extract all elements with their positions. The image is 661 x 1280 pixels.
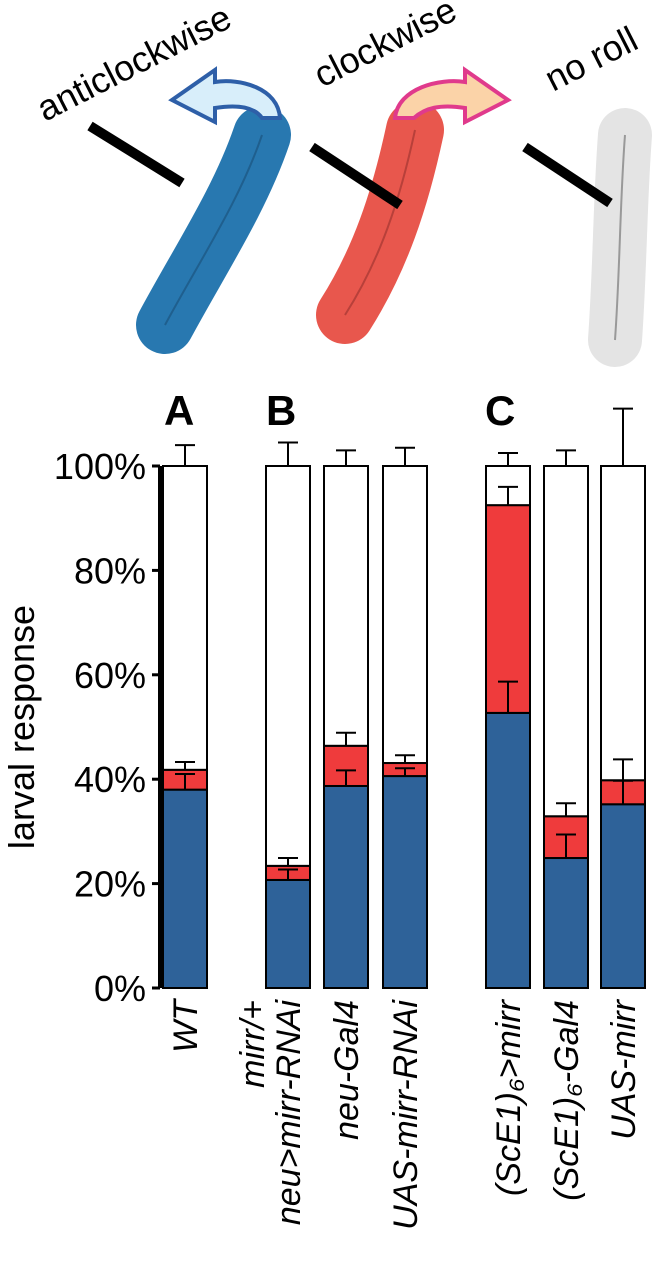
error-bar	[613, 758, 633, 781]
error-bar	[395, 446, 415, 466]
panel-label: C	[485, 387, 515, 434]
error-bar	[556, 802, 576, 817]
bar-segment	[162, 465, 208, 771]
bar-segment	[265, 878, 311, 989]
error-bar	[278, 868, 298, 880]
error-bar	[556, 833, 576, 859]
bar-segment	[600, 803, 646, 989]
x-tick-label: (ScE1)₆>mirr	[490, 998, 528, 1196]
bar-segment	[323, 465, 369, 747]
x-tick-label: UAS-mirr	[605, 998, 643, 1139]
bar-segment	[265, 465, 311, 867]
error-bar	[278, 857, 298, 866]
y-tick-label: 20%	[74, 864, 146, 905]
error-bar	[336, 449, 356, 466]
x-tick-label: UAS-mirr-RNAi	[387, 999, 425, 1230]
bar-segment	[485, 711, 531, 989]
error-bar	[613, 407, 633, 466]
error-bar	[175, 444, 195, 466]
pointer	[522, 142, 613, 208]
error-bar	[498, 451, 518, 466]
bar-segment	[600, 465, 646, 782]
x-tick-label: (ScE1)₆-Gal4	[548, 1000, 586, 1201]
error-bar	[498, 680, 518, 713]
larva-line	[164, 134, 263, 326]
bar-segment	[323, 784, 369, 990]
larva-blue	[136, 106, 291, 354]
y-tick-label: 60%	[74, 655, 146, 696]
x-tick-label: mirr/+	[234, 1000, 272, 1088]
illustration	[87, 66, 652, 367]
legend-label: no roll	[538, 18, 644, 99]
y-tick-label: 80%	[74, 550, 146, 591]
y-tick-label: 100%	[54, 446, 146, 487]
bar-segment	[382, 775, 428, 989]
error-bar	[175, 760, 195, 770]
bar-segment	[543, 465, 589, 818]
larva-line	[344, 129, 416, 316]
error-bar	[336, 769, 356, 786]
pointer	[87, 121, 185, 188]
arrow-anticlockwise	[168, 66, 283, 126]
y-tick-label: 0%	[94, 968, 146, 1009]
error-bar	[175, 772, 195, 790]
larva-line	[614, 134, 626, 341]
error-bar	[278, 441, 298, 466]
error-bar	[395, 754, 415, 764]
y-tick-label: 40%	[74, 759, 146, 800]
x-tick-label: neu>mirr-RNAi	[270, 999, 308, 1226]
x-tick-label: neu-Gal4	[328, 1000, 366, 1140]
x-tick-label: WT	[167, 998, 205, 1053]
error-bar	[336, 731, 356, 746]
y-axis-label: larval response	[1, 605, 42, 849]
error-bar	[613, 779, 633, 805]
panel-label: A	[164, 387, 194, 434]
error-bar	[556, 449, 576, 466]
arrow-clockwise	[392, 66, 512, 126]
panel-label: B	[266, 387, 296, 434]
bar-segment	[543, 857, 589, 989]
error-bar	[395, 767, 415, 777]
larva-red	[316, 101, 444, 344]
pointer	[309, 142, 403, 210]
bar-segment	[382, 465, 428, 765]
error-bar	[498, 485, 518, 506]
bar-segment	[162, 788, 208, 990]
